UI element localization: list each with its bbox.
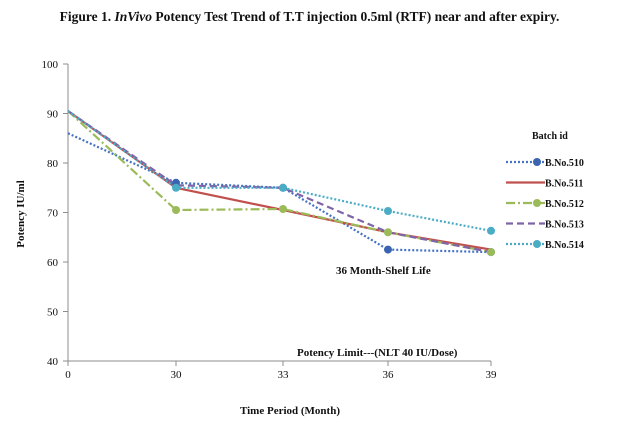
series-line-b-no-514 xyxy=(67,110,492,232)
series-point-b-no-514 xyxy=(487,226,495,235)
legend-entry-label: B.No.513 xyxy=(545,220,584,231)
series-point-b-no-514 xyxy=(384,207,392,215)
y-axis-label: Potency IU/ml xyxy=(15,180,27,248)
series-line-b-no-510 xyxy=(67,132,492,254)
legend-entry-label: B.No.514 xyxy=(545,240,584,251)
x-tick-label: 36 xyxy=(383,369,395,381)
legend-entry-label: B.No.512 xyxy=(545,199,584,210)
figure-title: Figure 1. InVivo Potency Test Trend of T… xyxy=(0,9,619,25)
x-tick-label: 39 xyxy=(486,369,498,381)
chart-axes: 40 50 60 70 80 90 100 0 30 33 36 39 xyxy=(42,59,498,381)
series-line-b-no-512 xyxy=(67,110,492,254)
legend-swatch-marker xyxy=(533,158,541,166)
series-point-b-no-514 xyxy=(172,183,180,192)
x-tick-label: 33 xyxy=(278,369,290,381)
figure-title-italic: InVivo xyxy=(114,9,152,24)
series-line-b-no-513 xyxy=(67,110,492,254)
y-tick-label: 70 xyxy=(47,208,59,220)
legend-swatch-marker xyxy=(533,199,541,207)
series-markers xyxy=(172,178,495,257)
y-tick-label: 60 xyxy=(47,257,59,269)
legend-entry-label: B.No.511 xyxy=(545,179,583,190)
legend-title: Batch id xyxy=(532,131,568,142)
y-tick-label: 50 xyxy=(47,307,59,319)
y-tick-label: 40 xyxy=(47,356,59,368)
y-tick-label: 90 xyxy=(47,109,59,121)
series-lines xyxy=(67,110,492,254)
series-point-b-no-512 xyxy=(487,248,495,257)
y-tick-label: 100 xyxy=(42,59,59,71)
legend-swatch-marker xyxy=(533,240,541,248)
series-point-b-no-512 xyxy=(384,228,392,237)
series-point-b-no-514 xyxy=(279,183,287,192)
y-tick-label: 80 xyxy=(47,158,59,170)
series-line-b-no-511 xyxy=(67,110,492,251)
x-tick-label: 0 xyxy=(65,369,71,381)
series-point-b-no-512 xyxy=(172,206,180,214)
x-axis-label: Time Period (Month) xyxy=(240,405,340,417)
figure-title-text: Potency Test Trend of T.T injection 0.5m… xyxy=(155,9,560,24)
figure-label: Figure 1. xyxy=(59,9,112,24)
annotation-potency-limit: Potency Limit---(NLT 40 IU/Dose) xyxy=(297,347,458,359)
series-point-b-no-512 xyxy=(279,205,287,213)
series-point-b-no-510 xyxy=(384,245,392,254)
x-tick-label: 30 xyxy=(171,369,183,381)
annotation-shelf-life: 36 Month-Shelf Life xyxy=(336,265,431,277)
legend-entry-label: B.No.510 xyxy=(545,158,584,169)
legend: B.No.510 B.No.511 B.No.512 B.No.513 B.No.514 xyxy=(506,158,584,251)
